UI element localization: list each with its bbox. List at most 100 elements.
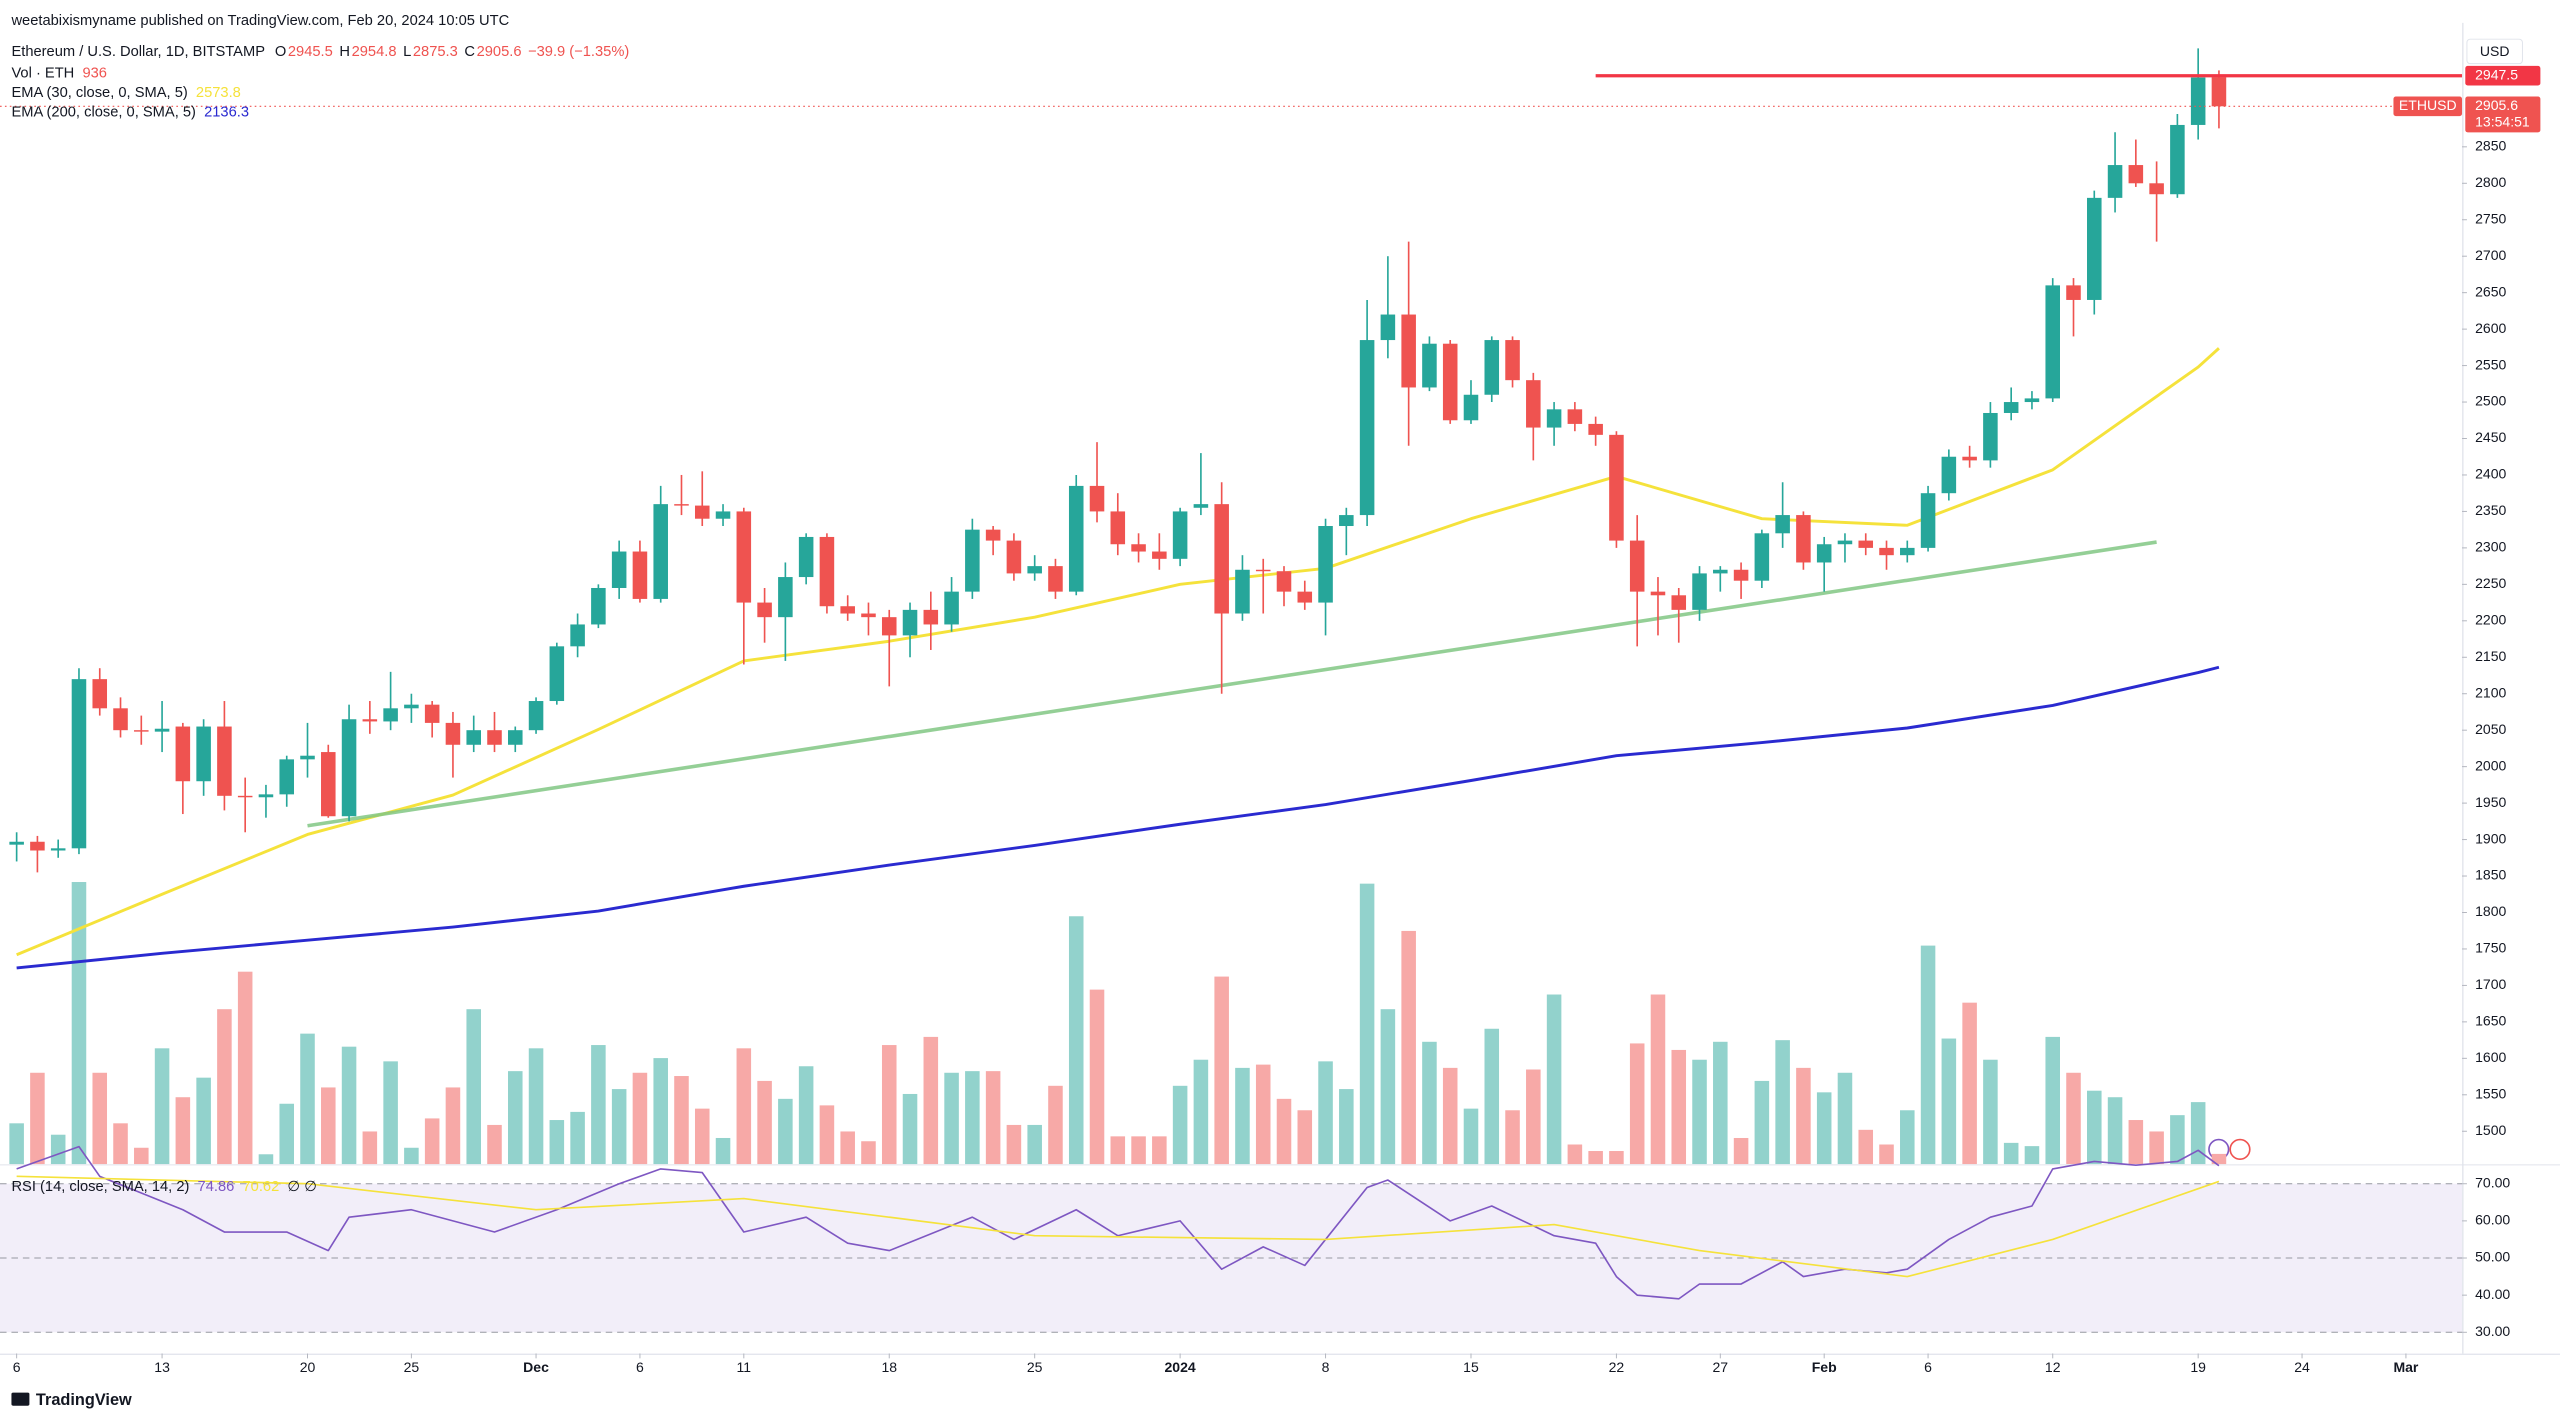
x-tick-label: 18 (881, 1359, 897, 1375)
volume-bar (1359, 883, 1375, 1165)
currency: USD (2480, 43, 2510, 59)
candle-body (196, 726, 211, 782)
y-tick-label: 2200 (2475, 612, 2506, 628)
icon (2229, 1138, 2251, 1160)
rsi-y-tick-label: 70.00 (2475, 1174, 2510, 1190)
y-tick-label: 2450 (2475, 429, 2506, 445)
y-tick-label: 1950 (2475, 794, 2506, 810)
y-tick-label: 1650 (2475, 1013, 2506, 1029)
candle-body (694, 505, 710, 519)
candle-body (944, 591, 959, 625)
volume-bar (881, 1045, 897, 1165)
volume-bar (237, 971, 253, 1165)
volume-bar (196, 1077, 211, 1165)
volume-bar (1526, 1069, 1541, 1165)
candle-body (1816, 544, 1832, 563)
legend-series-value: 2573.8 (196, 85, 241, 101)
volume-bar (1422, 1041, 1437, 1165)
currency-box (2466, 38, 2523, 65)
candle-body (778, 577, 793, 618)
volume-bar (2190, 1102, 2206, 1165)
volume-bar (736, 1048, 752, 1165)
volume-bar (154, 1048, 170, 1165)
volume-bar (653, 1058, 668, 1165)
volume-bar (2107, 1097, 2123, 1165)
candle-body (1588, 423, 1603, 435)
candle-body (175, 726, 191, 782)
candle-body (1567, 409, 1583, 424)
volume-bar (1276, 1098, 1292, 1165)
volume-bar (1318, 1061, 1333, 1165)
candle-body (1318, 526, 1333, 603)
volume-bar (1796, 1067, 1811, 1165)
candle-body (1629, 540, 1645, 592)
candle-body (1484, 340, 1500, 395)
candle-body (2211, 77, 2227, 107)
x-tick-label: 11 (737, 1359, 752, 1375)
candle-body (1068, 485, 1084, 592)
moving-average-line (16, 347, 2220, 957)
volume-bar (944, 1072, 959, 1165)
candle-body (2003, 402, 2019, 413)
x-tick-label: 27 (1713, 1359, 1729, 1375)
legend-series-name: EMA (30, close, 0, SMA, 5) (11, 85, 187, 101)
y-tick-label: 1800 (2475, 903, 2506, 919)
legend-volume-name: Vol · ETH (11, 65, 74, 81)
candle-body (1879, 547, 1894, 556)
candle-body (134, 730, 149, 732)
x-tick-label: 6 (636, 1359, 644, 1375)
volume-bar (1255, 1064, 1271, 1165)
volume-bar (1775, 1040, 1790, 1165)
volume-bar (778, 1098, 793, 1165)
volume-bar (362, 1131, 378, 1165)
candle-body (861, 613, 876, 618)
legend-rsi-name: RSI (14, close, SMA, 14, 2) (11, 1179, 189, 1195)
volume-bar (2003, 1142, 2019, 1165)
candle-body (1422, 343, 1437, 388)
volume-bar (134, 1147, 149, 1165)
volume-bar (404, 1147, 419, 1165)
volume-bar (175, 1097, 191, 1165)
legend-ohlc-key: C (464, 44, 475, 60)
line-price-label: 2947.5 (2475, 66, 2518, 82)
rsi-y-tick-label: 50.00 (2475, 1249, 2510, 1265)
volume-bar (923, 1036, 939, 1165)
volume-bar (1920, 945, 1936, 1165)
candle-body (362, 719, 378, 722)
candle-body (113, 708, 128, 731)
candle-body (632, 551, 648, 599)
candle-body (902, 609, 918, 636)
candle-body (1048, 566, 1063, 592)
candle-body (2170, 124, 2185, 195)
volume-bar (1172, 1085, 1188, 1165)
rsi-line (16, 1145, 2220, 1300)
legend-rsi-value: 74.86 (198, 1179, 235, 1195)
y-tick-label: 1600 (2475, 1049, 2506, 1065)
candle-body (9, 841, 24, 845)
volume-bar (1816, 1092, 1832, 1165)
volume-bar (2149, 1131, 2164, 1165)
candle-body (570, 624, 585, 647)
candle-body (1027, 566, 1042, 574)
x-tick-label: 12 (2045, 1359, 2061, 1375)
ticker-box (2393, 96, 2463, 117)
volume-bar (985, 1071, 1001, 1165)
y-tick-label: 1900 (2475, 830, 2506, 846)
candle-body (881, 617, 897, 636)
candle-body (1775, 515, 1790, 534)
candle-body (1858, 540, 1874, 548)
rsi-y-tick-label: 30.00 (2475, 1323, 2510, 1339)
volume-bar (1297, 1110, 1313, 1165)
x-tick-label: 8 (1322, 1359, 1330, 1375)
volume-bar (113, 1123, 128, 1165)
volume-bar (71, 882, 87, 1165)
volume-bar (1089, 989, 1105, 1165)
volume-bar (1401, 930, 1416, 1165)
candle-body (217, 726, 232, 796)
candle-body (1713, 569, 1728, 574)
publisher: weetabixismyname published on TradingVie… (10, 13, 509, 29)
volume-bar (1713, 1041, 1728, 1165)
x-tick-label: Feb (1812, 1359, 1837, 1375)
candle-body (1650, 591, 1666, 596)
